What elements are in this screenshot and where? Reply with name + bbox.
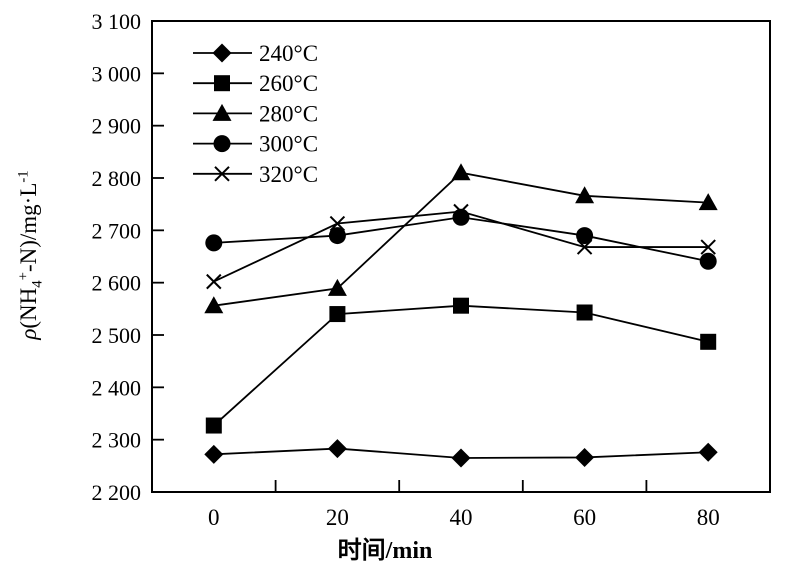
marker-circle xyxy=(576,227,594,245)
y-axis-title: ρ(NH4+-N)/mg·L-1 xyxy=(15,170,46,339)
y-tick-label: 3 000 xyxy=(92,61,142,86)
marker-diamond xyxy=(698,442,718,462)
y-axis-title-segment: + xyxy=(15,272,32,281)
marker-cross xyxy=(576,239,593,255)
marker-circle xyxy=(328,227,346,245)
y-tick-label: 2 700 xyxy=(92,218,142,243)
x-tick-label: 40 xyxy=(450,505,473,530)
marker-circle xyxy=(699,252,717,270)
y-tick-label: 2 600 xyxy=(92,271,142,296)
x-tick-label: 60 xyxy=(573,505,596,530)
legend-marker-square xyxy=(214,75,230,92)
x-tick-label: 0 xyxy=(208,505,220,530)
legend-marker-circle xyxy=(213,135,231,153)
y-axis-title-segment: -1 xyxy=(15,170,32,183)
legend-label: 240°C xyxy=(259,41,318,66)
marker-diamond xyxy=(204,444,224,464)
marker-cross xyxy=(453,203,469,220)
y-axis-title-segment: 4 xyxy=(29,280,46,288)
y-axis-title-segment: -N)/mg·L xyxy=(16,182,42,273)
x-tick-label: 20 xyxy=(326,505,349,530)
marker-circle xyxy=(205,234,223,252)
marker-square xyxy=(576,304,593,321)
marker-square xyxy=(329,306,346,323)
legend-label: 280°C xyxy=(259,101,318,126)
marker-cross xyxy=(329,215,346,232)
legend-marker-diamond xyxy=(212,43,232,63)
y-tick-label: 2 200 xyxy=(92,480,142,505)
legend-label: 260°C xyxy=(259,71,318,96)
marker-diamond xyxy=(327,439,347,459)
marker-square xyxy=(700,333,717,350)
y-tick-label: 2 500 xyxy=(92,323,142,348)
y-tick-label: 2 400 xyxy=(92,375,142,400)
marker-square xyxy=(205,417,222,434)
marker-triangle xyxy=(451,163,471,181)
legend-marker-triangle xyxy=(212,103,232,121)
plot-frame xyxy=(151,20,771,493)
y-tick-label: 2 900 xyxy=(92,114,142,139)
marker-square xyxy=(453,297,469,314)
marker-triangle xyxy=(698,193,718,211)
y-tick-label: 2 800 xyxy=(92,166,142,191)
series-line-260C xyxy=(213,304,709,427)
legend-marker-cross xyxy=(214,166,230,182)
marker-diamond xyxy=(575,447,595,467)
x-tick-label: 80 xyxy=(697,505,720,530)
marker-cross xyxy=(206,273,222,290)
y-axis-title-segment: ρ xyxy=(16,328,42,340)
marker-triangle xyxy=(204,296,224,314)
y-axis-title-segment: (NH xyxy=(16,287,42,329)
marker-triangle xyxy=(327,278,347,296)
marker-diamond xyxy=(451,448,471,468)
marker-cross xyxy=(700,239,716,255)
y-tick-label: 3 100 xyxy=(92,9,142,34)
legend-label: 320°C xyxy=(259,162,318,187)
marker-triangle xyxy=(575,186,595,204)
y-tick-label: 2 300 xyxy=(92,428,142,453)
legend-label: 300°C xyxy=(259,132,318,157)
x-axis-title: 时间/min xyxy=(337,538,433,564)
